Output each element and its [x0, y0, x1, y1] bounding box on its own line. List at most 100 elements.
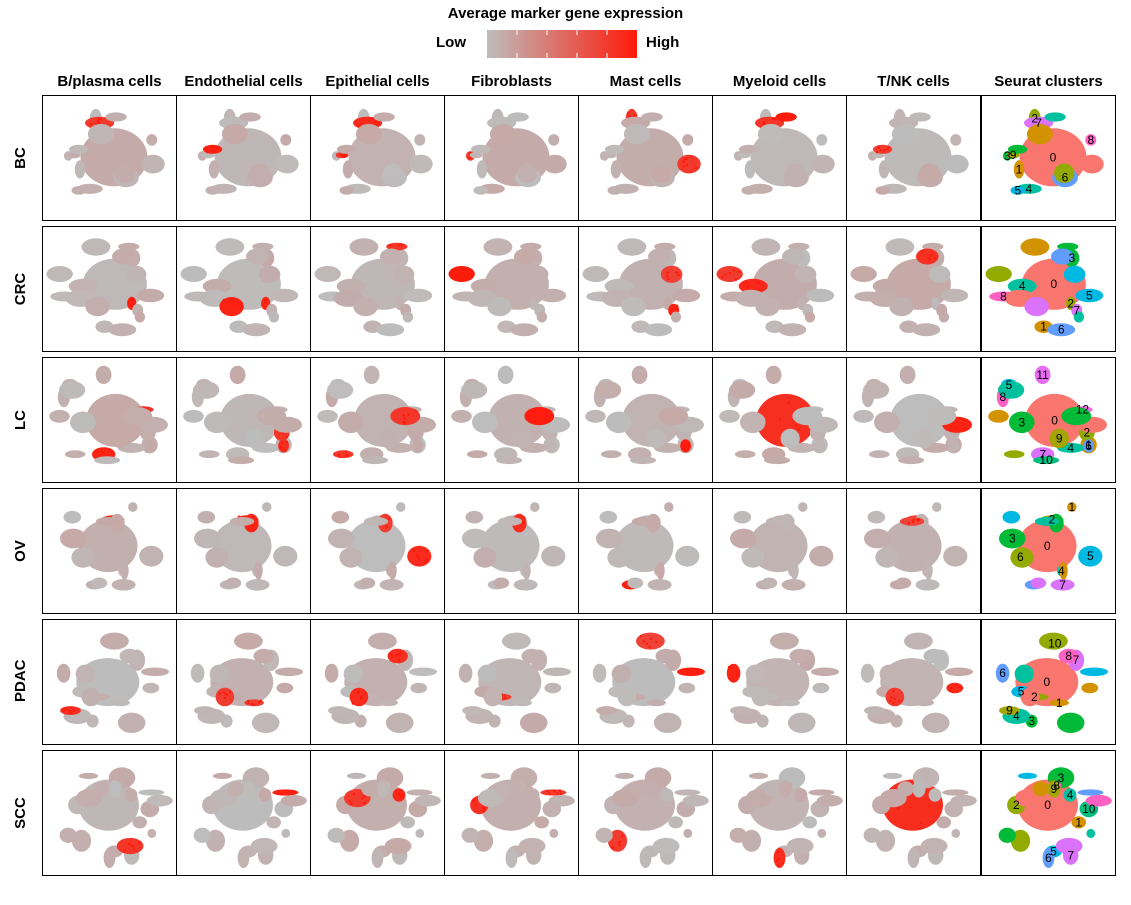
cell-group	[122, 407, 153, 426]
cell-group	[510, 323, 539, 337]
cell-group	[258, 265, 281, 283]
cell-point	[686, 672, 689, 675]
cell-group	[622, 393, 682, 447]
cell-point	[776, 851, 779, 854]
cell-point	[218, 692, 222, 695]
cell-group	[327, 381, 354, 399]
panel-scc-t-nk-cells	[846, 750, 981, 876]
cell-group	[280, 134, 292, 146]
cluster-blob	[1034, 517, 1060, 526]
cell-group	[404, 288, 433, 303]
cell-group	[472, 411, 498, 434]
cell-group	[518, 837, 546, 855]
cell-point	[521, 520, 525, 523]
cell-point	[639, 634, 643, 638]
cell-point	[227, 299, 230, 303]
cluster-label: 9	[1056, 432, 1063, 446]
cell-group	[916, 248, 939, 265]
cluster-label: 1	[1016, 162, 1023, 176]
panel-lc-b-plasma-cells	[42, 357, 177, 483]
cell-group	[332, 450, 354, 459]
tsne-plot	[190, 632, 303, 733]
cell-point	[371, 117, 375, 120]
cluster-label: 10	[1039, 453, 1053, 467]
panel-pdac-t-nk-cells	[846, 619, 981, 745]
panel-lc-t-nk-cells	[846, 357, 981, 483]
cell-group	[376, 780, 390, 798]
cell-group	[606, 411, 632, 434]
cell-point	[695, 166, 698, 169]
cell-group	[778, 780, 792, 798]
cell-group	[112, 248, 135, 265]
cell-point	[887, 145, 890, 149]
cell-point	[337, 453, 341, 456]
cell-group	[229, 517, 255, 526]
cell-group	[932, 502, 942, 512]
cell-group	[208, 160, 220, 179]
cell-group	[522, 561, 531, 580]
cell-group	[343, 664, 363, 684]
tsne-plot	[183, 365, 302, 465]
cell-group	[656, 561, 665, 580]
cell-group	[105, 112, 127, 122]
cell-group	[87, 123, 114, 145]
cell-group	[406, 789, 433, 796]
cluster-label: 12	[1076, 403, 1090, 417]
cluster-blob	[1044, 112, 1066, 122]
cell-point	[686, 441, 689, 444]
cell-point	[950, 686, 953, 689]
cluster-label: 5	[1018, 685, 1025, 699]
cell-group	[891, 123, 918, 145]
cell-point	[467, 274, 470, 277]
cell-point	[361, 797, 364, 800]
cell-group	[242, 780, 256, 798]
cell-point	[95, 122, 98, 125]
cell-group	[480, 772, 501, 779]
cluster-blob	[985, 266, 1012, 282]
cell-group	[266, 816, 281, 829]
cluster-label: 3	[1018, 415, 1025, 429]
cell-point	[681, 448, 684, 451]
cell-group	[882, 772, 903, 779]
cell-point	[131, 844, 135, 848]
cluster-label: 6	[1017, 550, 1024, 564]
cluster-label: 1	[1040, 320, 1047, 334]
tsne-plot	[314, 238, 433, 337]
tsne-plot	[726, 632, 839, 733]
cell-point	[645, 642, 649, 645]
cluster-label: 4	[1013, 709, 1020, 723]
panel-scc-myeloid-cells	[712, 750, 847, 876]
cell-group	[864, 528, 891, 549]
cluster-blob	[1071, 816, 1086, 829]
cell-group	[56, 663, 71, 683]
cell-point	[127, 299, 130, 302]
cell-group	[780, 428, 800, 449]
cell-point	[285, 440, 289, 444]
cell-group	[328, 706, 349, 715]
cluster-label: 1	[1075, 815, 1082, 829]
row-label-bc: BC	[12, 147, 29, 169]
cluster-label: 5	[1050, 844, 1057, 858]
cell-group	[951, 828, 961, 838]
cell-point	[388, 243, 391, 247]
cluster-blob	[1010, 547, 1034, 568]
cell-point	[459, 277, 462, 280]
cell-group	[407, 545, 432, 567]
cell-group	[354, 393, 414, 447]
panel-scc-mast-cells	[578, 750, 713, 876]
cell-group	[328, 528, 355, 549]
cluster-label: 4	[1058, 564, 1065, 578]
cell-group	[853, 409, 874, 423]
panel-pdac-epithelial-cells	[310, 619, 445, 745]
cluster-blob	[1049, 428, 1069, 449]
cell-point	[685, 157, 688, 161]
cell-group	[392, 265, 415, 283]
tsne-plot	[465, 108, 567, 195]
cell-group	[879, 664, 899, 684]
cell-point	[348, 800, 351, 803]
cell-point	[882, 149, 886, 152]
cell-point	[897, 807, 900, 810]
cluster-label: 0	[1043, 675, 1050, 689]
cell-group	[327, 827, 345, 843]
